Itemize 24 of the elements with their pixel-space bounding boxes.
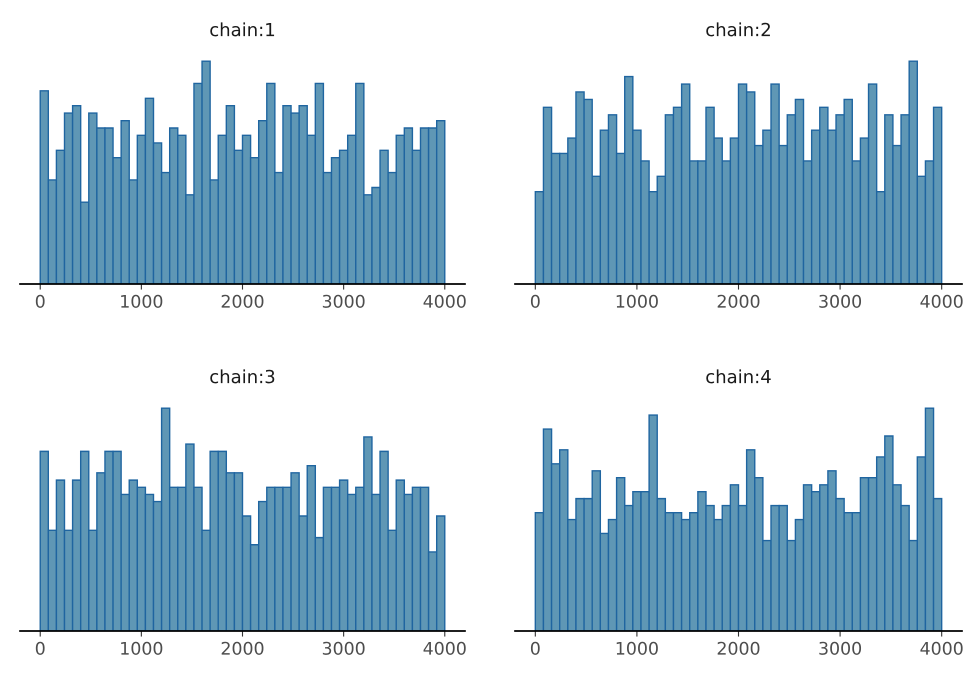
chart-title: chain:3 — [210, 369, 274, 384]
x-tick-label: 0 — [36, 642, 45, 655]
x-tick-label: 2000 — [222, 642, 264, 655]
x-tick-label: 1000 — [121, 642, 162, 655]
x-tick-label: 0 — [36, 294, 45, 308]
x-tick-label: 3000 — [322, 642, 365, 655]
x-tick-label: 4000 — [424, 294, 466, 308]
x-tick-label: 4000 — [920, 294, 963, 308]
x-tick-label: 3000 — [322, 294, 365, 308]
chart-title: chain:1 — [210, 22, 274, 36]
x-tick-label: 4000 — [424, 642, 466, 655]
chart-title: chain:2 — [706, 22, 770, 36]
x-tick-label: 0 — [530, 294, 540, 308]
x-tick-label: 0 — [530, 642, 540, 655]
x-tick-label: 1000 — [616, 294, 658, 308]
chart-title: chain:4 — [706, 369, 771, 384]
x-tick-label: 3000 — [819, 294, 862, 308]
x-tick-label: 4000 — [920, 642, 963, 655]
x-tick-label: 1000 — [121, 294, 162, 308]
x-tick-label: 1000 — [616, 642, 658, 655]
x-tick-label: 2000 — [718, 642, 760, 655]
x-tick-label: 3000 — [819, 642, 862, 655]
x-tick-label: 2000 — [718, 294, 760, 308]
x-tick-label: 2000 — [222, 294, 264, 308]
